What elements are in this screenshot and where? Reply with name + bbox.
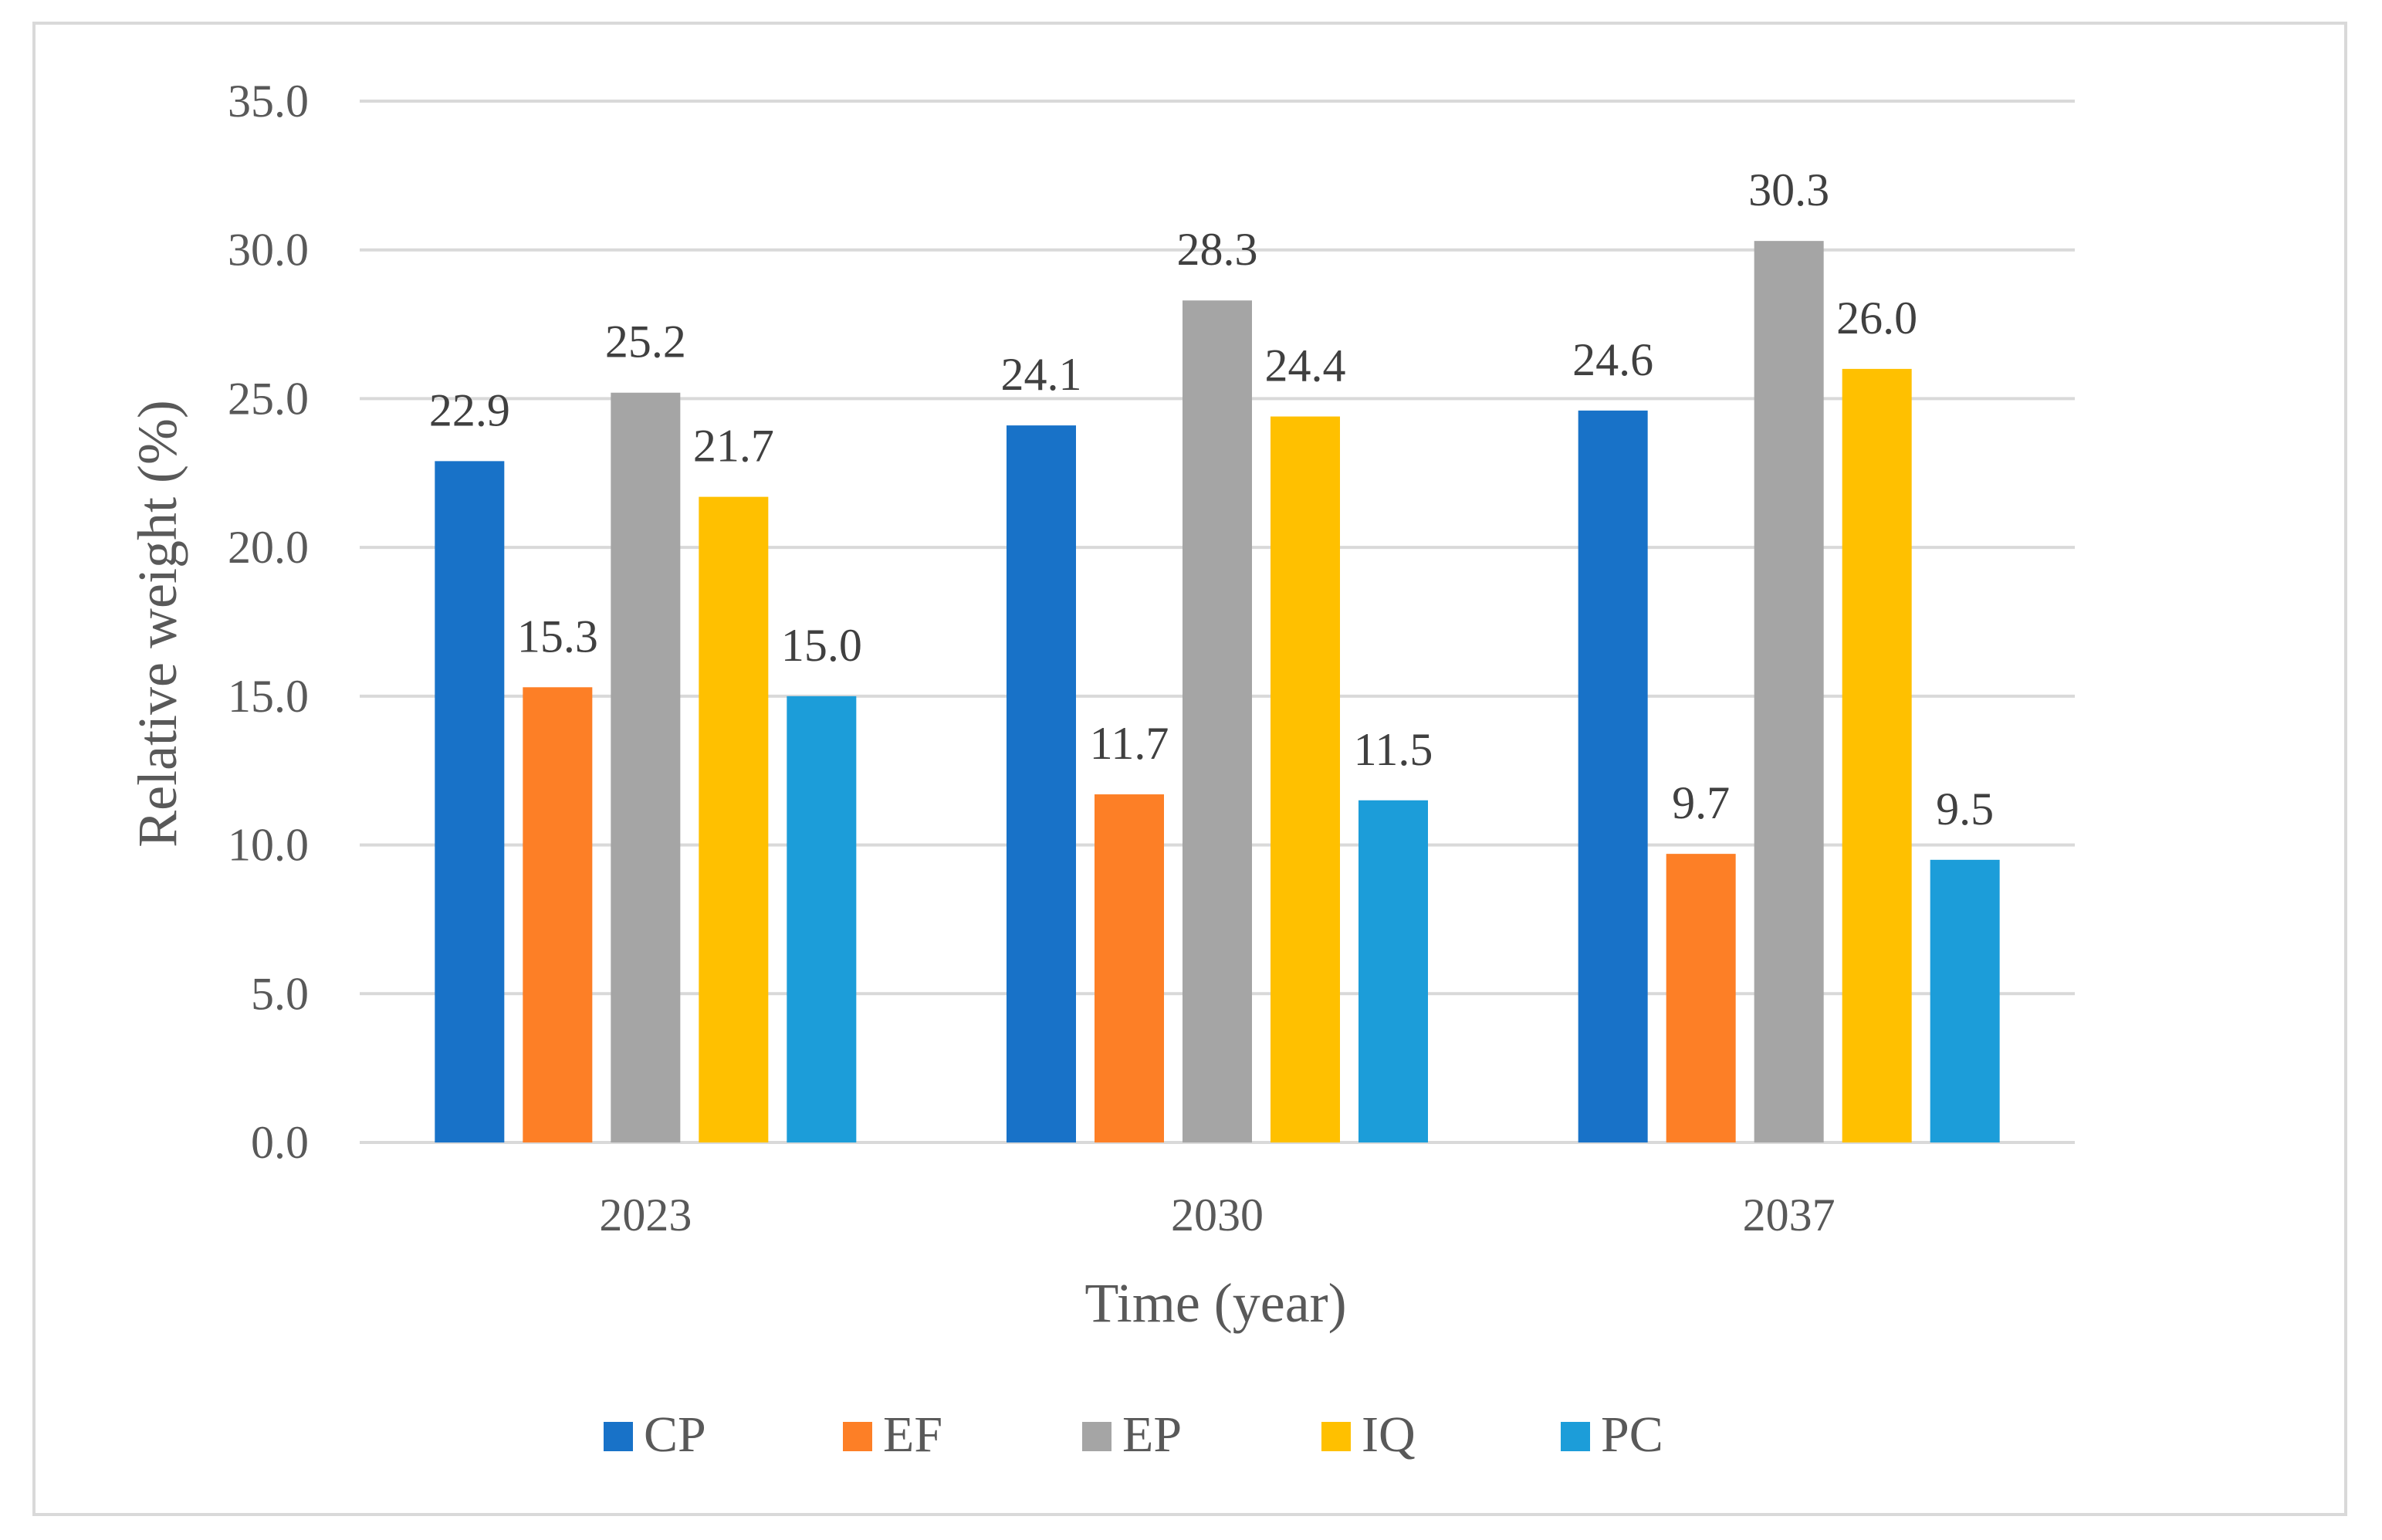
legend-swatch: [604, 1422, 633, 1451]
x-tick-label: 2023: [599, 1190, 692, 1240]
data-label: 24.4: [1265, 340, 1346, 391]
bar-ep-2023: [611, 392, 681, 1143]
data-label: 11.7: [1090, 718, 1169, 769]
legend-item-ef: EF: [843, 1406, 942, 1463]
bar-cp-2037: [1578, 410, 1648, 1142]
data-label: 28.3: [1177, 224, 1258, 275]
data-label: 26.0: [1836, 293, 1917, 344]
y-tick-label: 30.0: [228, 225, 309, 276]
x-axis-title: Time (year): [1084, 1272, 1346, 1334]
legend-label: PC: [1601, 1406, 1663, 1463]
y-axis-ticks: 0.0 5.0 10.0 15.0 20.0 25.0 30.0 35.0: [228, 76, 309, 1168]
legend-item-iq: IQ: [1321, 1406, 1416, 1463]
bar-pc-2030: [1358, 800, 1428, 1142]
bars: [435, 241, 2000, 1143]
y-tick-label: 0.0: [251, 1117, 309, 1168]
bar-iq-2037: [1842, 368, 1912, 1142]
legend-swatch: [843, 1422, 872, 1451]
bar-cp-2030: [1007, 425, 1076, 1142]
data-label: 24.6: [1572, 334, 1653, 385]
legend-label: EP: [1122, 1406, 1182, 1463]
y-tick-label: 5.0: [251, 968, 309, 1019]
bar-iq-2023: [699, 496, 769, 1142]
legend-item-cp: CP: [604, 1406, 706, 1463]
y-tick-label: 15.0: [228, 671, 309, 722]
legend-label: IQ: [1362, 1406, 1416, 1463]
data-labels: 22.9 15.3 25.2 21.7 15.0 24.1 11.7 28.3 24.4 11.5…: [429, 164, 1994, 834]
legend-label: EF: [883, 1406, 942, 1463]
legend-swatch: [1561, 1422, 1590, 1451]
bar-pc-2037: [1930, 859, 2000, 1142]
bar-ef-2037: [1666, 854, 1736, 1142]
bar-ep-2037: [1754, 241, 1824, 1143]
y-axis-title: Relative weight (%): [127, 400, 188, 848]
bar-ep-2030: [1183, 300, 1252, 1142]
y-tick-label: 20.0: [228, 522, 309, 573]
bar-iq-2030: [1271, 416, 1340, 1142]
bar-ef-2030: [1095, 794, 1164, 1142]
x-axis-ticks: 2023 2030 2037: [599, 1190, 1835, 1240]
data-label: 9.7: [1672, 777, 1730, 828]
legend-item-ep: EP: [1082, 1406, 1182, 1463]
data-label: 21.7: [693, 421, 774, 472]
data-label: 24.1: [1001, 349, 1082, 400]
legend-label: CP: [644, 1406, 706, 1463]
bar-ef-2023: [523, 687, 593, 1142]
y-tick-label: 25.0: [228, 373, 309, 424]
legend: CP EF EP IQ PC: [604, 1406, 1663, 1463]
data-label: 15.0: [781, 620, 862, 671]
data-label: 22.9: [429, 384, 510, 435]
data-label: 25.2: [605, 316, 686, 367]
bar-cp-2023: [435, 461, 505, 1142]
data-label: 11.5: [1354, 724, 1433, 775]
bar-pc-2023: [787, 696, 857, 1142]
y-tick-label: 35.0: [228, 76, 309, 127]
data-label: 9.5: [1936, 784, 1994, 834]
y-tick-label: 10.0: [228, 820, 309, 871]
x-tick-label: 2037: [1743, 1190, 1836, 1240]
legend-item-pc: PC: [1561, 1406, 1663, 1463]
data-label: 15.3: [517, 611, 598, 662]
legend-swatch: [1082, 1422, 1111, 1451]
legend-swatch: [1321, 1422, 1351, 1451]
data-label: 30.3: [1748, 164, 1829, 215]
x-tick-label: 2030: [1171, 1190, 1264, 1240]
